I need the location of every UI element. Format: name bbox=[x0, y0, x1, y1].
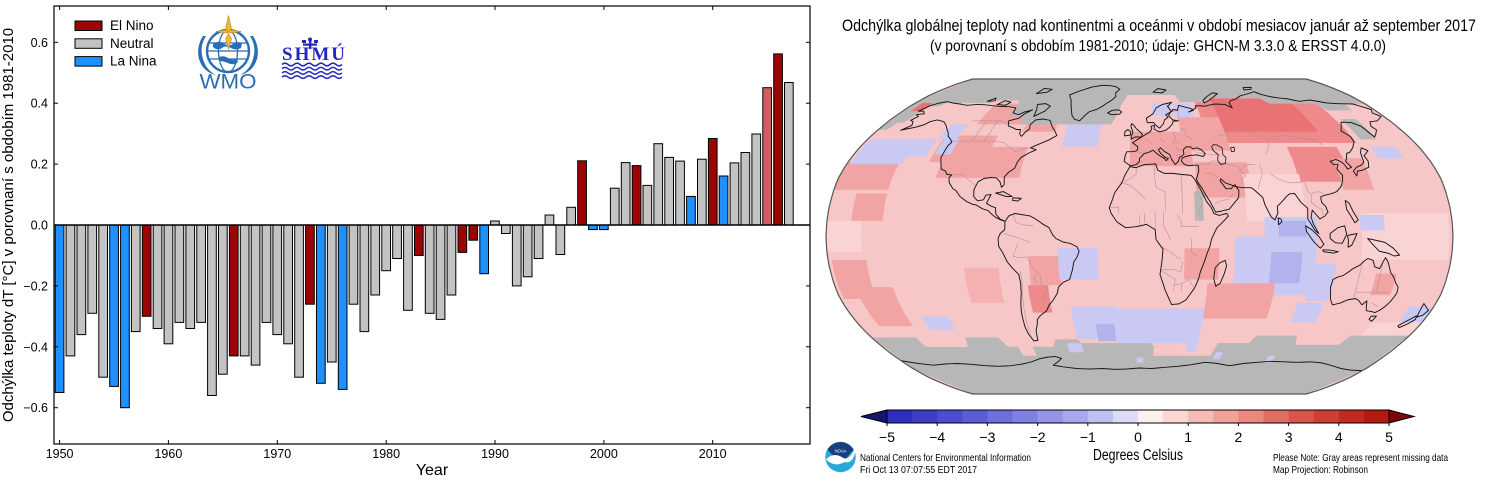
svg-text:Map Projection: Robinson: Map Projection: Robinson bbox=[1273, 464, 1368, 476]
svg-text:Please Note: Gray areas repres: Please Note: Gray areas represent missin… bbox=[1273, 452, 1448, 464]
svg-text:−3: −3 bbox=[979, 429, 995, 445]
svg-text:−4: −4 bbox=[929, 429, 945, 445]
svg-text:La Nina: La Nina bbox=[110, 54, 157, 69]
svg-text:1980: 1980 bbox=[372, 447, 400, 461]
svg-text:−2: −2 bbox=[1030, 429, 1046, 445]
svg-text:−0.4: −0.4 bbox=[23, 340, 48, 354]
svg-text:−0.6: −0.6 bbox=[23, 401, 48, 415]
svg-text:National Centers for Environme: National Centers for Environmental Infor… bbox=[860, 452, 1031, 464]
svg-text:2000: 2000 bbox=[590, 447, 618, 461]
svg-text:1970: 1970 bbox=[263, 447, 291, 461]
svg-text:4: 4 bbox=[1335, 429, 1343, 445]
svg-text:−0.2: −0.2 bbox=[23, 279, 48, 293]
svg-text:−5: −5 bbox=[879, 429, 895, 445]
svg-text:WMO: WMO bbox=[200, 70, 257, 94]
svg-text:1950: 1950 bbox=[46, 447, 74, 461]
svg-text:El Nino: El Nino bbox=[110, 18, 154, 33]
svg-text:1960: 1960 bbox=[154, 447, 182, 461]
svg-text:Neutral: Neutral bbox=[110, 36, 154, 51]
svg-text:Odchýlka teploty dT [°C] v por: Odchýlka teploty dT [°C] v porovnaní s o… bbox=[0, 28, 17, 422]
svg-text:(v porovnaní s obdobím 1981-20: (v porovnaní s obdobím 1981-2010; údaje:… bbox=[930, 38, 1386, 55]
svg-text:1990: 1990 bbox=[481, 447, 509, 461]
svg-text:Odchýlka globálnej teploty nad: Odchýlka globálnej teploty nad kontinent… bbox=[842, 17, 1476, 35]
svg-text:0.6: 0.6 bbox=[31, 36, 48, 50]
svg-text:Fri Oct 13 07:07:55 EDT 2017: Fri Oct 13 07:07:55 EDT 2017 bbox=[860, 464, 977, 476]
svg-text:Degrees Celsius: Degrees Celsius bbox=[1093, 447, 1183, 464]
svg-text:−1: −1 bbox=[1080, 429, 1096, 445]
svg-text:0.4: 0.4 bbox=[31, 97, 48, 111]
svg-text:SHMÚ: SHMÚ bbox=[282, 43, 345, 65]
svg-text:2010: 2010 bbox=[699, 447, 727, 461]
svg-text:5: 5 bbox=[1385, 429, 1393, 445]
svg-text:1: 1 bbox=[1184, 429, 1192, 445]
svg-text:0: 0 bbox=[1134, 429, 1142, 445]
svg-text:0.2: 0.2 bbox=[31, 158, 48, 172]
svg-text:0.0: 0.0 bbox=[31, 219, 48, 233]
svg-text:2: 2 bbox=[1235, 429, 1243, 445]
svg-text:NOAA: NOAA bbox=[835, 449, 847, 454]
svg-text:Year: Year bbox=[416, 462, 449, 479]
svg-text:3: 3 bbox=[1285, 429, 1293, 445]
